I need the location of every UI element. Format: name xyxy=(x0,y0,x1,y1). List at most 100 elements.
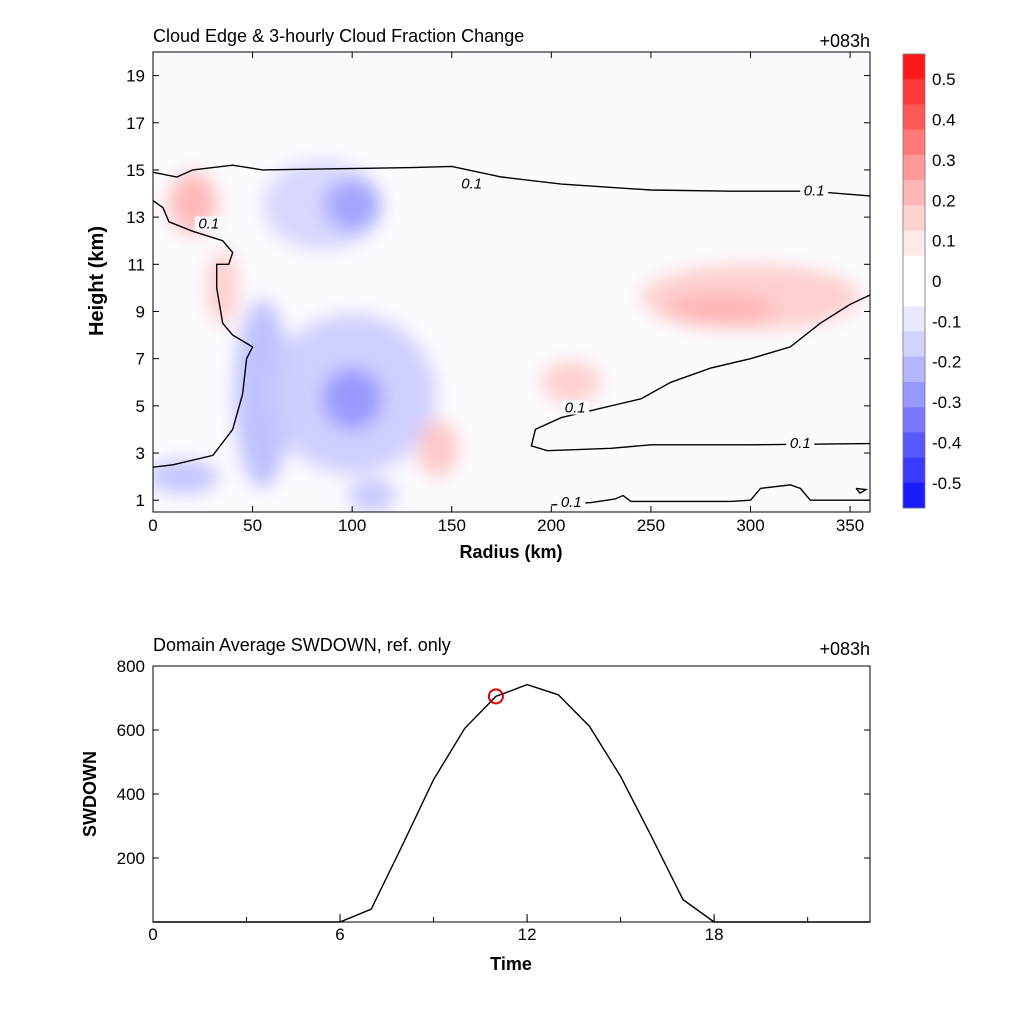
contour-label-bg xyxy=(457,176,486,191)
contour-label-bg xyxy=(557,494,586,509)
cloud-edge-contour-line xyxy=(153,200,254,468)
colorbar-segment xyxy=(903,255,925,282)
contour-fill-blob xyxy=(153,460,219,494)
current-time-marker xyxy=(487,688,504,705)
colorbar-label: -0.5 xyxy=(932,474,961,493)
cloud-edge-contour-line xyxy=(530,294,870,452)
contour-fill-blob xyxy=(541,361,602,404)
contour-y-axis-label: Height (km) xyxy=(86,226,108,336)
contour-y-tick-label: 11 xyxy=(127,255,145,274)
colorbar-segment xyxy=(903,281,925,307)
contour-fill-blob xyxy=(234,299,291,489)
colorbar-label: 0 xyxy=(932,272,941,291)
cloud-edge-contour-line xyxy=(551,484,870,506)
colorbar-label: -0.3 xyxy=(932,393,961,412)
swdown-y-tick-label: 400 xyxy=(117,785,145,804)
colorbar-segment xyxy=(903,180,925,206)
swdown-y-axis-label: SWDOWN xyxy=(80,751,100,837)
contour-x-tick-label: 250 xyxy=(637,516,665,535)
colorbar: 0.5 0.4 0.3 0.2 0.1 0 -0.1 -0.2 -0.3 -0.4 -0.5 xyxy=(902,53,961,509)
contour-fill-blob xyxy=(664,294,777,324)
swdown-x-axis-label: Time xyxy=(490,954,532,974)
colorbar-segment xyxy=(903,407,925,433)
contour-fill-layer xyxy=(153,160,861,512)
swdown-x-tick-label: 12 xyxy=(518,925,537,944)
colorbar-segment xyxy=(903,230,925,257)
swdown-time-label: +083h xyxy=(819,639,870,659)
contour-fill-blob xyxy=(322,368,383,430)
colorbar-label: 0.3 xyxy=(932,151,956,170)
colorbar-segment xyxy=(903,104,925,130)
contour-y-tick-label: 19 xyxy=(126,67,145,86)
colorbar-segment xyxy=(903,154,925,181)
contour-x-tick-label: 350 xyxy=(836,516,864,535)
colorbar-label: 0.1 xyxy=(932,232,956,251)
swdown-title: Domain Average SWDOWN, ref. only xyxy=(153,635,451,655)
colorbar-label: -0.2 xyxy=(932,353,961,372)
colorbar-segment xyxy=(903,482,925,509)
swdown-y-tick-label: 200 xyxy=(117,849,145,868)
swdown-y-axis: 200 400 600 800 xyxy=(117,657,870,868)
colorbar-label: 0.5 xyxy=(932,70,956,89)
swdown-x-axis: 0 6 12 18 xyxy=(148,914,809,944)
contour-label-layer: 0.1 0.1 0.1 0.1 0.1 0.1 xyxy=(194,175,829,511)
contour-x-axis-label: Radius (km) xyxy=(459,542,562,562)
colorbar-segment xyxy=(903,54,925,80)
contour-plot-frame xyxy=(152,51,871,513)
cloud-edge-contour-line xyxy=(153,164,870,197)
swdown-x-tick-label: 0 xyxy=(148,925,157,944)
colorbar-segment xyxy=(903,205,925,231)
contour-fill-blob xyxy=(206,250,239,326)
contour-x-axis: 0 50 100 150 200 250 300 350 xyxy=(148,52,864,535)
contour-x-tick-label: 100 xyxy=(338,516,366,535)
contour-y-tick-label: 1 xyxy=(136,491,145,510)
contour-y-tick-label: 9 xyxy=(136,302,145,321)
colorbar-label: -0.4 xyxy=(932,433,961,452)
swdown-x-tick-label: 6 xyxy=(335,925,344,944)
cloud-edge-lines xyxy=(153,164,870,506)
colorbar-segment xyxy=(903,306,925,332)
contour-label-bg xyxy=(800,183,829,198)
colorbar-segment xyxy=(903,129,925,156)
contour-label: 0.1 xyxy=(461,175,482,192)
colorbar-segment xyxy=(903,381,925,408)
contour-label-bg xyxy=(561,400,590,415)
contour-x-tick-label: 300 xyxy=(736,516,764,535)
contour-y-tick-label: 17 xyxy=(126,114,145,133)
contour-y-tick-label: 15 xyxy=(126,161,145,180)
cloud-edge-contour-line xyxy=(855,487,869,495)
contour-label-bg xyxy=(786,435,815,450)
contour-x-tick-label: 150 xyxy=(438,516,466,535)
contour-y-tick-label: 3 xyxy=(136,444,145,463)
contour-fill-blob xyxy=(417,420,458,477)
contour-fill-blob xyxy=(348,478,396,512)
colorbar-frame xyxy=(902,53,926,509)
swdown-plot-frame xyxy=(152,665,871,923)
contour-fill-blob xyxy=(324,179,381,232)
colorbar-segment xyxy=(903,79,925,105)
colorbar-segment xyxy=(903,432,925,458)
contour-y-tick-label: 7 xyxy=(136,350,145,369)
contour-y-tick-label: 13 xyxy=(126,208,145,227)
contour-label-bg xyxy=(194,216,223,231)
contour-time-label: +083h xyxy=(819,31,870,51)
swdown-y-tick-label: 800 xyxy=(117,657,145,676)
contour-x-tick-label: 200 xyxy=(537,516,565,535)
contour-label: 0.1 xyxy=(565,400,586,417)
swdown-x-tick-label: 18 xyxy=(705,925,724,944)
contour-label: 0.1 xyxy=(804,183,825,200)
contour-y-tick-label: 5 xyxy=(136,397,145,416)
colorbar-label: -0.1 xyxy=(932,312,961,331)
contour-x-tick-label: 50 xyxy=(243,516,262,535)
swdown-y-tick-label: 600 xyxy=(117,721,145,740)
colorbar-segment xyxy=(903,356,925,383)
contour-x-tick-label: 0 xyxy=(148,516,157,535)
swdown-series xyxy=(153,683,870,923)
contour-label: 0.1 xyxy=(561,494,582,511)
swdown-panel: Domain Average SWDOWN, ref. only +083h 0… xyxy=(80,635,871,974)
contour-panel: Cloud Edge & 3-hourly Cloud Fraction Cha… xyxy=(86,26,961,562)
contour-label: 0.1 xyxy=(198,216,219,233)
swdown-line xyxy=(153,683,870,923)
